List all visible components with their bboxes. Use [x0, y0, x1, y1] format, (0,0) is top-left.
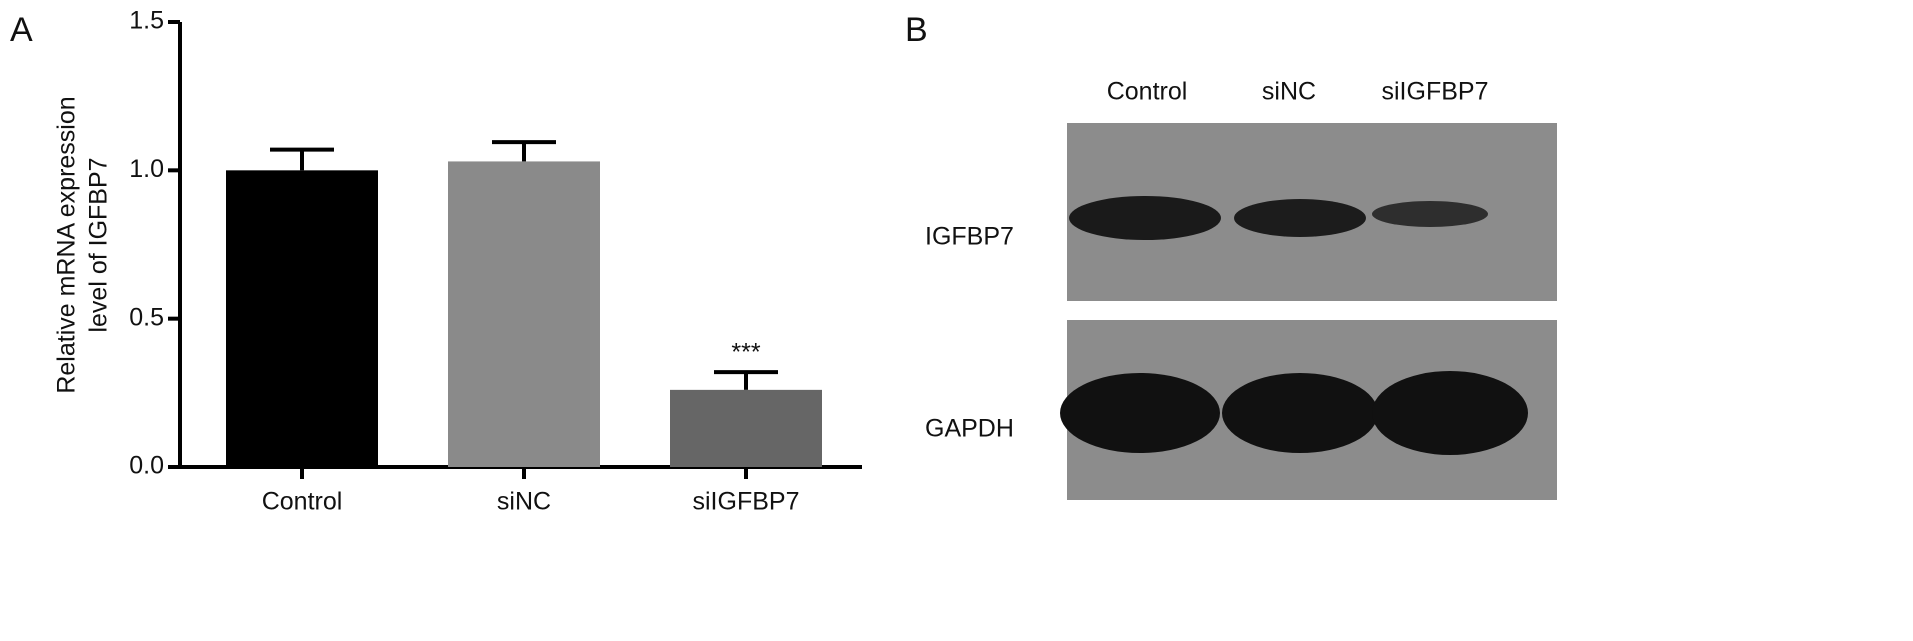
blot-band: [1222, 373, 1378, 453]
panel-label: B: [905, 11, 928, 49]
significance-label: ***: [731, 339, 760, 367]
blot-band: [1372, 201, 1488, 227]
bar: [670, 389, 822, 467]
y-axis-label-line: Relative mRNA expression: [53, 96, 81, 393]
y-tick-label: 1.0: [129, 155, 164, 183]
blot-column-label: siNC: [1262, 78, 1316, 106]
y-tick-label: 0.5: [129, 303, 164, 331]
bar: [226, 170, 378, 468]
blot-row-label: GAPDH: [925, 415, 1014, 443]
panel-label: A: [10, 11, 33, 49]
blot-band: [1060, 373, 1220, 453]
blot-column-label: siIGFBP7: [1382, 78, 1489, 106]
y-axis-label-line: level of IGFBP7: [85, 157, 113, 332]
blot-band: [1069, 196, 1221, 240]
blot-band: [1372, 371, 1528, 455]
y-tick-label: 1.5: [129, 7, 164, 35]
x-tick-label: Control: [262, 488, 343, 516]
blot-band: [1234, 199, 1366, 237]
blot-row-label: IGFBP7: [925, 223, 1014, 251]
bar: [448, 161, 600, 467]
y-axis-label: Relative mRNA expression level of IGFBP7: [53, 96, 113, 393]
western-blot: Control siNC siIGFBP7 IGFBP7 GAPDH: [925, 78, 1557, 500]
x-tick-label: siNC: [497, 488, 551, 516]
blot-column-label: Control: [1107, 78, 1188, 106]
y-tick-label: 0.0: [129, 452, 164, 480]
x-tick-label: siIGFBP7: [693, 488, 800, 516]
